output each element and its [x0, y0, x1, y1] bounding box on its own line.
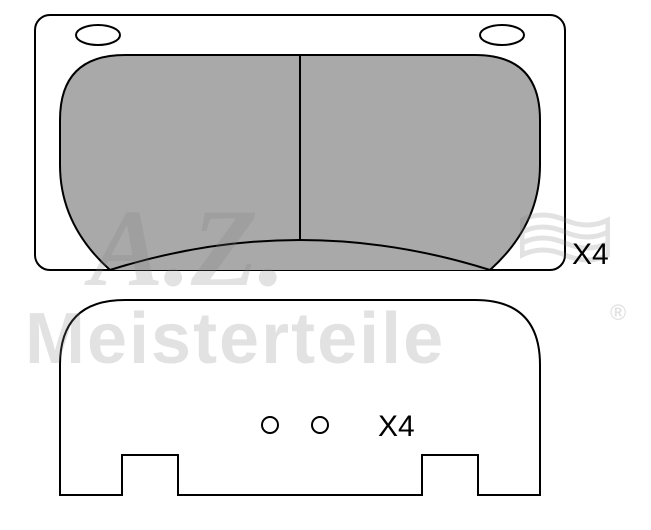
mounting-slot-left [76, 25, 120, 45]
rivet-hole-right [312, 417, 328, 433]
friction-material-right [300, 55, 540, 270]
friction-material-left [60, 55, 300, 270]
qty-label-top: X4 [572, 238, 609, 272]
pad-bottom-backing-plate [60, 300, 540, 495]
qty-label-bottom: X4 [378, 410, 415, 444]
technical-drawing-svg [0, 0, 651, 530]
rivet-hole-left [262, 417, 278, 433]
brake-pad-diagram: A.Z. Meisterteile ® X4 X4 [0, 0, 651, 530]
mounting-slot-right [480, 25, 524, 45]
